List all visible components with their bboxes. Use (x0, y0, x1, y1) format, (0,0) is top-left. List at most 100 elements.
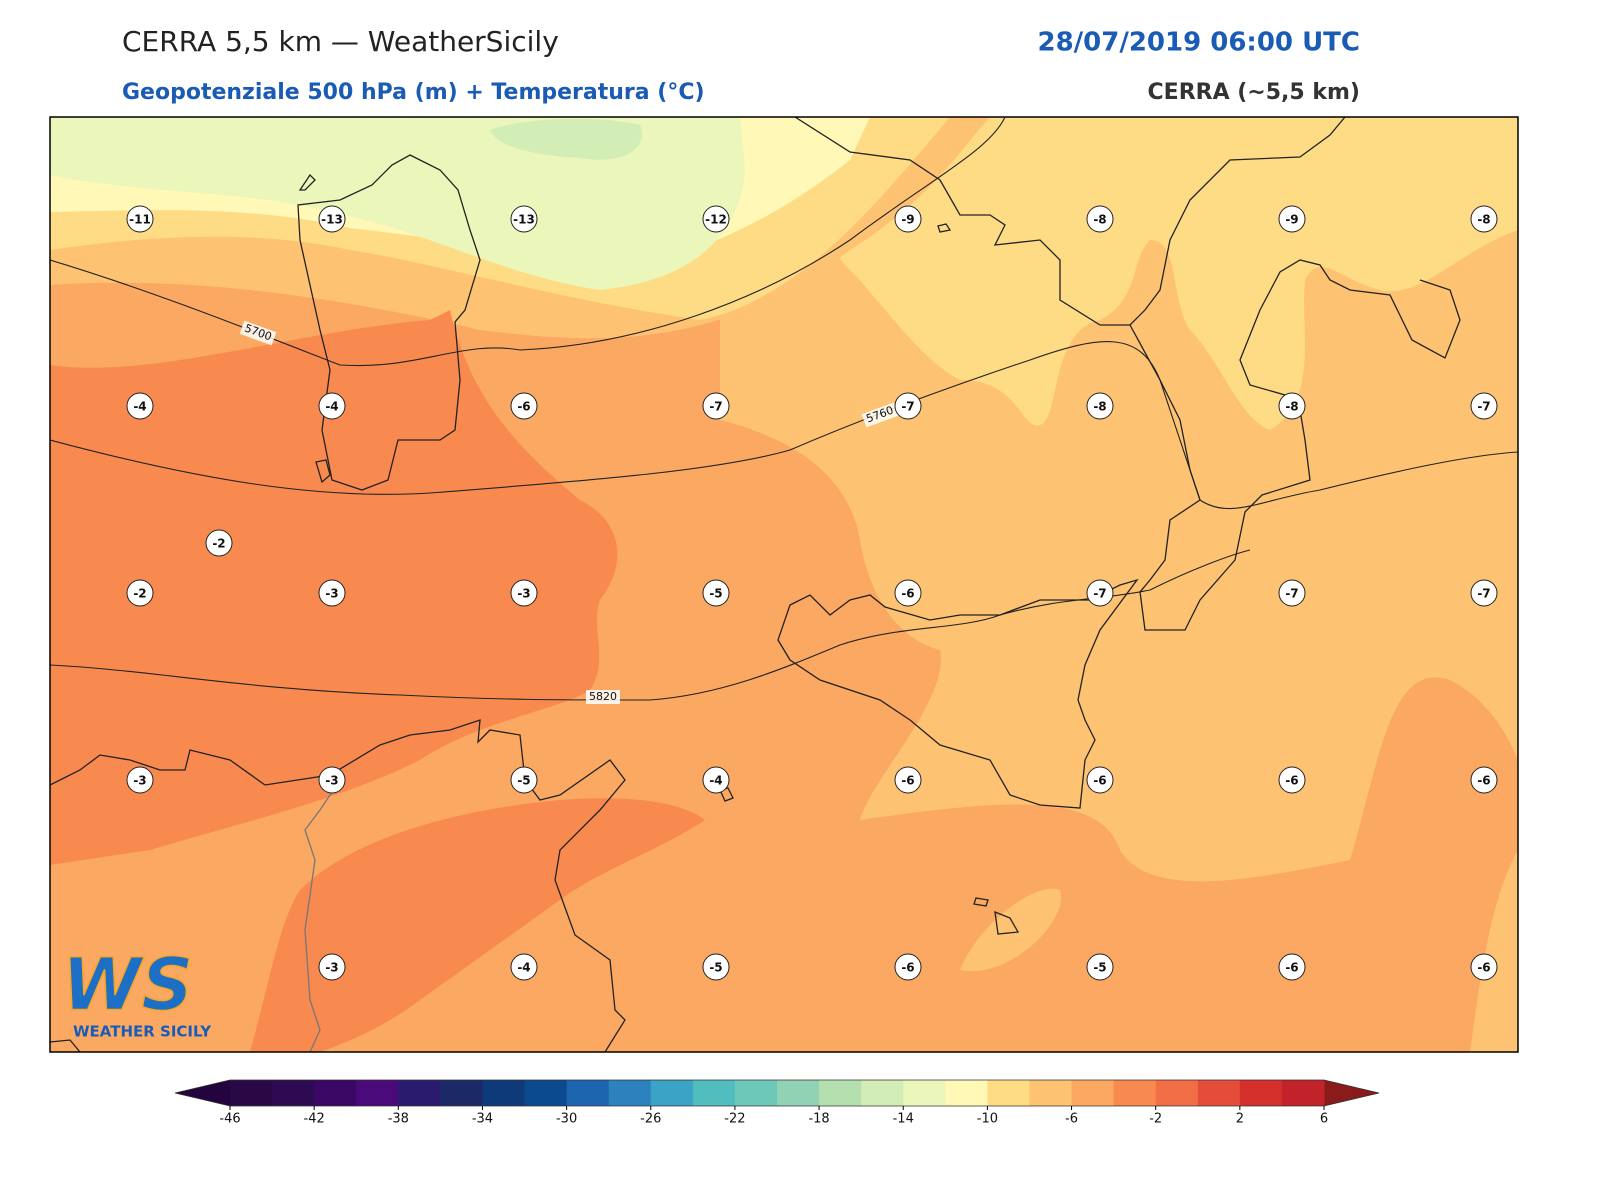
temp-marker (126, 579, 154, 607)
temp-marker (126, 392, 154, 420)
logo: WS WEATHER SICILY (61, 942, 212, 1041)
temp-label: -6 (901, 587, 914, 601)
field (1470, 850, 1518, 1052)
contour-value: 5820 (589, 690, 617, 703)
logo-mark: WS (62, 943, 193, 1027)
map-frame (49, 116, 1519, 1053)
temp-label: -3 (325, 961, 338, 975)
temp-marker (510, 953, 538, 981)
colorbar-bin (1281, 1080, 1325, 1106)
temp-label: -8 (1477, 213, 1490, 227)
temp-label: -9 (901, 213, 914, 227)
colorbar-tick-label: -34 (472, 1112, 493, 1127)
temp-label: -13 (321, 213, 343, 227)
temp-marker (318, 579, 346, 607)
colorbar-bin (356, 1080, 399, 1106)
colorbar-bin (903, 1080, 946, 1106)
temp-label: -6 (1477, 961, 1490, 975)
temp-label: -5 (1093, 961, 1106, 975)
temp-label: -8 (1093, 400, 1106, 414)
colorbar-bin (482, 1080, 526, 1106)
colorbar-tick-label: -22 (724, 1112, 745, 1127)
colorbar-under (175, 1080, 230, 1106)
colorbar-over (1324, 1080, 1379, 1106)
colorbar-bin (272, 1080, 315, 1106)
temp-label: -6 (1093, 774, 1106, 788)
temp-marker (1086, 766, 1114, 794)
colorbar-bin (314, 1080, 357, 1106)
colorbar-tick-label: -38 (388, 1112, 409, 1127)
temp-marker (510, 392, 538, 420)
temp-marker (1086, 953, 1114, 981)
temp-label: -6 (517, 400, 530, 414)
temp-marker (205, 529, 233, 557)
colorbar-bin (945, 1080, 988, 1106)
temp-marker (318, 953, 346, 981)
temp-label: -4 (709, 774, 722, 788)
label-bg (239, 320, 277, 346)
temp-marker (894, 392, 922, 420)
field (250, 798, 705, 1052)
colorbar-bin (1113, 1080, 1157, 1106)
temp-label: -3 (517, 587, 530, 601)
temp-label: -5 (709, 587, 722, 601)
field (490, 118, 642, 160)
temp-label: -11 (129, 213, 151, 227)
temp-label: -3 (325, 587, 338, 601)
temp-marker (1086, 392, 1114, 420)
temp-label: -5 (709, 961, 722, 975)
colorbar-bin (1197, 1080, 1241, 1106)
temp-marker (318, 766, 346, 794)
colorbar-bin (1239, 1080, 1283, 1106)
colorbar-tick-label: -2 (1149, 1112, 1162, 1127)
temp-label: -7 (1093, 587, 1106, 601)
label-bg (861, 402, 899, 428)
datetime: 28/07/2019 06:00 UTC (1037, 28, 1360, 58)
colorbar-tick-label: -14 (893, 1112, 914, 1127)
colorbar-bin (861, 1080, 904, 1106)
temp-label: -6 (1285, 774, 1298, 788)
temp-label: -8 (1285, 400, 1298, 414)
temp-marker (1470, 205, 1498, 233)
temp-marker (1278, 953, 1306, 981)
temp-label: -6 (1477, 774, 1490, 788)
temp-label: -3 (325, 774, 338, 788)
temp-marker (702, 392, 730, 420)
temp-label: -4 (325, 400, 338, 414)
colorbar-bin (1155, 1080, 1199, 1106)
colorbar-bin (692, 1080, 736, 1106)
field (829, 117, 1518, 430)
temp-marker (702, 953, 730, 981)
colorbar-bin (1071, 1080, 1115, 1106)
coastline (50, 719, 626, 1052)
temp-marker (702, 205, 730, 233)
temp-label: -9 (1285, 213, 1298, 227)
temp-label: -3 (133, 774, 146, 788)
colorbar-bin (566, 1080, 610, 1106)
temp-label: -7 (1477, 587, 1490, 601)
colorbar-bin (608, 1080, 652, 1106)
coastline (777, 578, 1139, 809)
colorbar-tick-label: 2 (1236, 1112, 1244, 1127)
colorbar-tick-label: -46 (219, 1112, 240, 1127)
coastline (50, 787, 1020, 1052)
temp-marker (894, 766, 922, 794)
model: CERRA (~5,5 km) (1148, 80, 1360, 105)
temp-marker (702, 579, 730, 607)
colorbar-tick-label: -42 (304, 1112, 325, 1127)
temp-label: -6 (901, 961, 914, 975)
colorbar-tick-label: -18 (808, 1112, 829, 1127)
colorbar-bin (819, 1080, 862, 1106)
colorbar-bin (1029, 1080, 1073, 1106)
field (960, 888, 1062, 972)
colorbar-tick-label: 6 (1320, 1112, 1328, 1127)
temp-marker (318, 205, 346, 233)
contour-line (50, 549, 1251, 701)
temp-label: -4 (133, 400, 146, 414)
contour-label: 5820 (586, 690, 620, 704)
colorbar-tick-label: -30 (556, 1112, 577, 1127)
subtitle: Geopotenziale 500 hPa (m) + Temperatura … (122, 80, 705, 105)
temp-marker (894, 579, 922, 607)
